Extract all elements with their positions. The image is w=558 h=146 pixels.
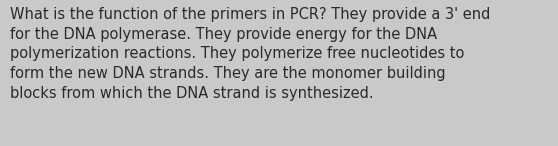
Text: What is the function of the primers in PCR? They provide a 3' end
for the DNA po: What is the function of the primers in P… <box>10 7 490 101</box>
